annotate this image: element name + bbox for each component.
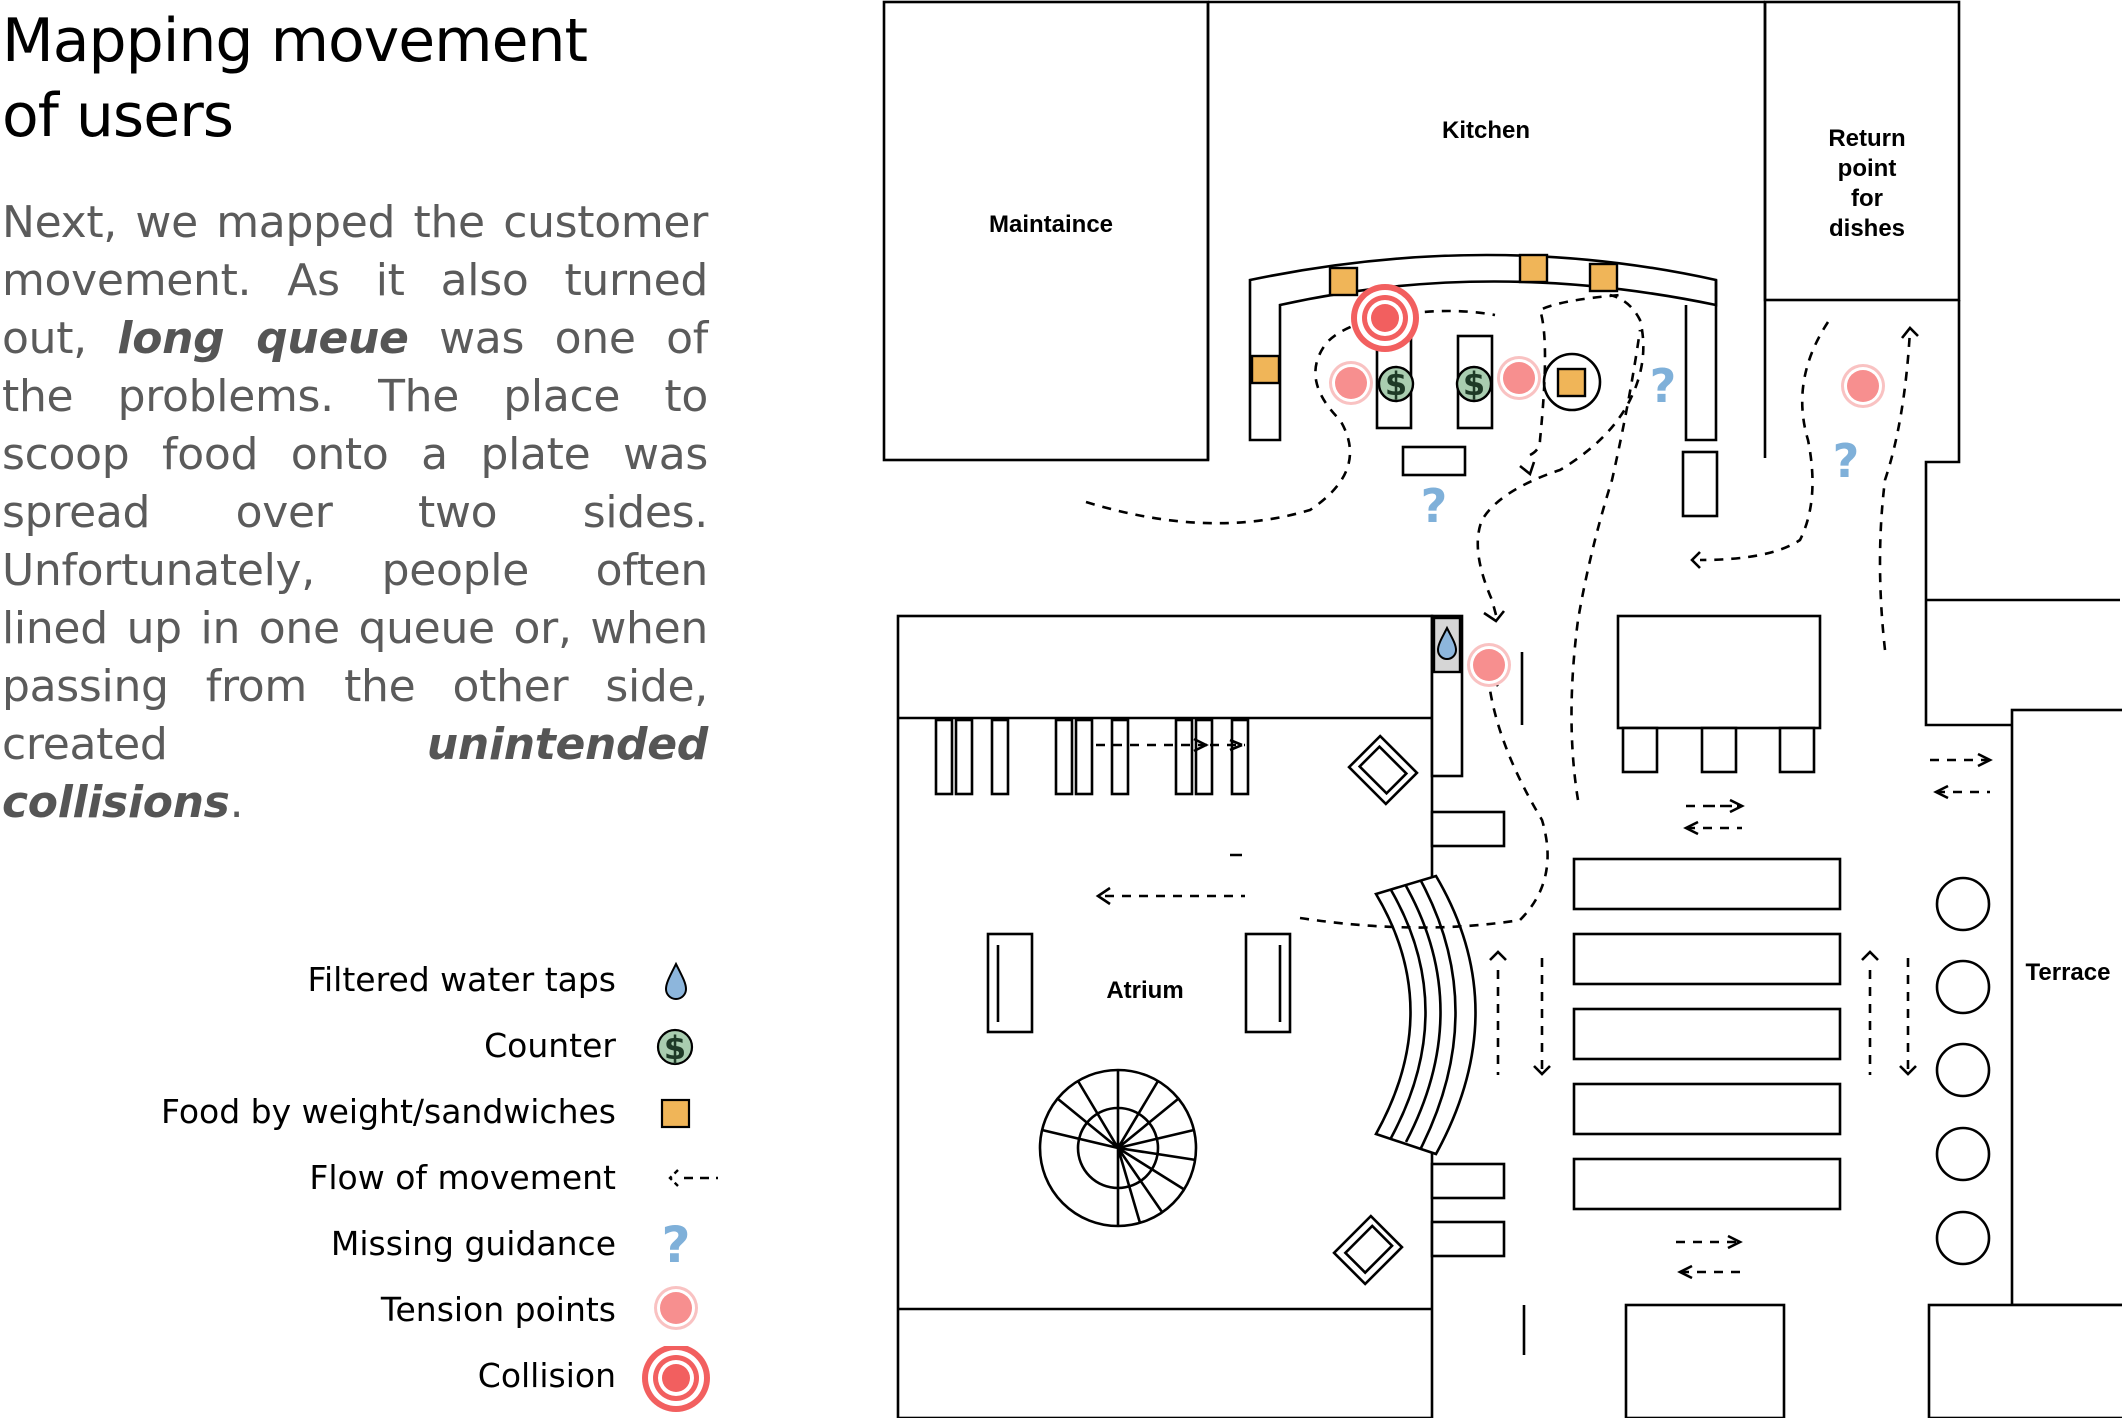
label-return-2: point bbox=[1838, 155, 1897, 182]
maintenance-room bbox=[882, 0, 1210, 462]
label-return-1: Return bbox=[1828, 125, 1905, 152]
outer-walls bbox=[1206, 0, 2120, 727]
legend-label-counter: Counter bbox=[484, 1026, 616, 1065]
guidance-mark-3: ? bbox=[1833, 434, 1860, 488]
intro-text-1: Next, we mapped the customer movement. A… bbox=[2, 197, 708, 364]
return-room bbox=[1763, 0, 1961, 302]
atrium-furniture bbox=[934, 614, 1506, 1286]
tension-point-3 bbox=[1841, 364, 1885, 408]
question-glyph: ? bbox=[661, 1216, 690, 1274]
collision-point bbox=[1351, 284, 1419, 352]
terrace-room bbox=[2010, 708, 2122, 1307]
intro-paragraph: Next, we mapped the customer movement. A… bbox=[2, 194, 708, 832]
legend-label-water: Filtered water taps bbox=[307, 960, 616, 999]
legend-counter: Counter $ bbox=[0, 1016, 720, 1076]
tension-points bbox=[1329, 284, 1885, 687]
food-square-icon bbox=[660, 1098, 691, 1129]
tension-point-icon bbox=[654, 1286, 698, 1330]
serving-counters bbox=[1248, 253, 1719, 518]
flow-paths bbox=[1085, 293, 1993, 1280]
intro-emphasis-collisions: unintended collisions bbox=[2, 719, 708, 828]
dollar-counter-icon: $ bbox=[656, 1028, 694, 1067]
floor-plan: $ Maintaince Kitchen Return point for di… bbox=[882, 0, 2122, 1418]
missing-guidance: ? ? ? bbox=[1421, 359, 1860, 533]
title-line-2: of users bbox=[2, 81, 234, 151]
legend-food: Food by weight/sandwiches bbox=[0, 1082, 720, 1142]
label-return-4: dishes bbox=[1829, 215, 1905, 242]
room-labels: Maintaince Kitchen Return point for dish… bbox=[989, 117, 2110, 1004]
label-return-3: for bbox=[1851, 185, 1883, 212]
legend-label-flow: Flow of movement bbox=[309, 1158, 616, 1197]
dining-area bbox=[1572, 614, 1991, 1266]
dollar-glyph: $ bbox=[664, 1029, 686, 1067]
atrium-room bbox=[896, 614, 1434, 1418]
label-atrium: Atrium bbox=[1106, 977, 1183, 1004]
label-terrace: Terrace bbox=[2026, 959, 2111, 986]
question-mark-icon: ? bbox=[661, 1216, 690, 1274]
water-drop-icon bbox=[664, 961, 688, 1000]
page-title: Mapping movement of users bbox=[2, 4, 702, 154]
guidance-mark-1: ? bbox=[1421, 479, 1448, 533]
intro-text-3: . bbox=[229, 777, 244, 828]
tension-point-4 bbox=[1467, 643, 1511, 687]
collision-icon bbox=[642, 1346, 710, 1412]
tension-point-1 bbox=[1329, 361, 1373, 405]
title-line-1: Mapping movement bbox=[2, 6, 588, 76]
legend-tension: Tension points bbox=[0, 1280, 720, 1340]
legend-flow: Flow of movement bbox=[0, 1148, 720, 1208]
legend-label-guidance: Missing guidance bbox=[330, 1224, 616, 1263]
description-panel: Mapping movement of users Next, we mappe… bbox=[0, 0, 720, 1418]
legend-guidance: Missing guidance ? bbox=[0, 1214, 720, 1274]
legend-label-tension: Tension points bbox=[380, 1290, 616, 1329]
label-kitchen: Kitchen bbox=[1442, 117, 1530, 144]
legend-label-collision: Collision bbox=[477, 1356, 616, 1395]
legend-collision: Collision bbox=[0, 1346, 720, 1418]
legend-label-food: Food by weight/sandwiches bbox=[161, 1092, 616, 1131]
guidance-mark-2: ? bbox=[1650, 359, 1677, 413]
label-maintenance: Maintaince bbox=[989, 211, 1113, 238]
intro-emphasis-long-queue: long queue bbox=[117, 313, 409, 364]
legend-water: Filtered water taps bbox=[0, 950, 720, 1010]
intro-text-2: was one of the problems. The place to sc… bbox=[2, 313, 708, 770]
flow-arrow-icon bbox=[668, 1169, 718, 1187]
tension-point-2 bbox=[1497, 356, 1541, 400]
